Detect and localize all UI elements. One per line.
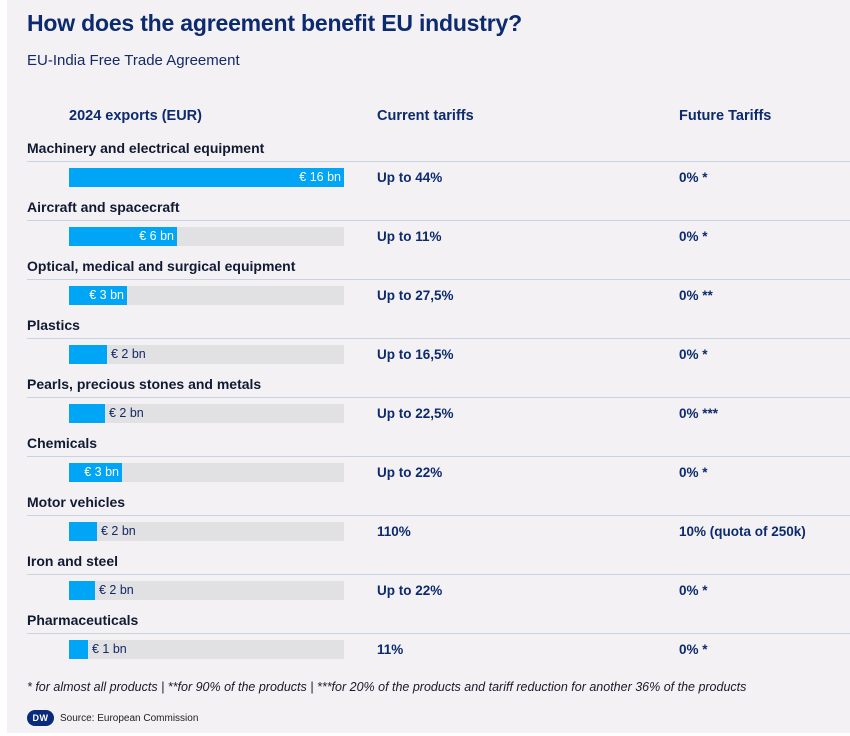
category-label: Aircraft and spacecraft xyxy=(27,199,180,215)
column-header-future-tariffs: Future Tariffs xyxy=(679,108,772,124)
current-tariff: Up to 27,5% xyxy=(377,288,454,303)
chart-panel: How does the agreement benefit EU indust… xyxy=(7,0,850,733)
row-divider xyxy=(27,161,850,162)
bar-track: € 6 bn xyxy=(69,227,344,246)
chart-title: How does the agreement benefit EU indust… xyxy=(27,10,522,36)
future-tariff: 0% ** xyxy=(679,288,713,303)
row-divider xyxy=(27,220,850,221)
export-bar xyxy=(69,581,95,600)
bar-track: € 16 bn xyxy=(69,168,344,187)
bar-value-label: € 3 bn xyxy=(89,288,124,302)
future-tariff: 0% * xyxy=(679,347,708,362)
category-label: Pharmaceuticals xyxy=(27,612,139,628)
export-bar xyxy=(69,345,107,364)
category-label: Pearls, precious stones and metals xyxy=(27,376,262,392)
current-tariff: Up to 44% xyxy=(377,170,443,185)
category-label: Chemicals xyxy=(27,435,98,451)
export-bar xyxy=(69,640,88,659)
column-header-current-tariffs: Current tariffs xyxy=(377,108,474,124)
row-divider xyxy=(27,633,850,634)
future-tariff: 0% * xyxy=(679,642,708,657)
table-row: Chemicals € 3 bn Up to 22% 0% * xyxy=(7,435,850,494)
table-row: Plastics € 2 bn Up to 16,5% 0% * xyxy=(7,317,850,376)
bar-value-label: € 3 bn xyxy=(84,465,119,479)
bar-track: € 3 bn xyxy=(69,286,344,305)
bar-value-label: € 2 bn xyxy=(111,347,146,361)
table-row: Pearls, precious stones and metals € 2 bn… xyxy=(7,376,850,435)
future-tariff: 0% * xyxy=(679,583,708,598)
bar-value-label: € 16 bn xyxy=(299,170,341,184)
row-divider xyxy=(27,574,850,575)
category-label: Machinery and electrical equipment xyxy=(27,140,265,156)
bar-value-label: € 1 bn xyxy=(92,642,127,656)
chart-subtitle: EU-India Free Trade Agreement xyxy=(27,52,240,69)
export-bar xyxy=(69,286,127,305)
row-divider xyxy=(27,397,850,398)
category-label: Optical, medical and surgical equipment xyxy=(27,258,296,274)
export-bar xyxy=(69,404,105,423)
bar-track: € 1 bn xyxy=(69,640,344,659)
bar-track: € 2 bn xyxy=(69,345,344,364)
export-bar xyxy=(69,522,97,541)
current-tariff: Up to 16,5% xyxy=(377,347,454,362)
dw-logo-icon: DW xyxy=(27,710,54,726)
table-row: Aircraft and spacecraft € 6 bn Up to 11% 0%… xyxy=(7,199,850,258)
bar-value-label: € 2 bn xyxy=(99,583,134,597)
column-header-exports: 2024 exports (EUR) xyxy=(69,108,202,124)
table-row: Iron and steel € 2 bn Up to 22% 0% * xyxy=(7,553,850,612)
future-tariff: 0% * xyxy=(679,465,708,480)
category-label: Iron and steel xyxy=(27,553,119,569)
table-row: Optical, medical and surgical equipment €… xyxy=(7,258,850,317)
table-row: Pharmaceuticals € 1 bn 11% 0% * xyxy=(7,612,850,671)
current-tariff: Up to 22% xyxy=(377,583,443,598)
table-row: Machinery and electrical equipment € 16 b… xyxy=(7,140,850,199)
bar-value-label: € 2 bn xyxy=(101,524,136,538)
table-row: Motor vehicles € 2 bn 110% 10% (quota of 25… xyxy=(7,494,850,553)
row-divider xyxy=(27,338,850,339)
bar-track: € 2 bn xyxy=(69,522,344,541)
bar-track: € 2 bn xyxy=(69,404,344,423)
category-label: Plastics xyxy=(27,317,80,333)
future-tariff: 0% *** xyxy=(679,406,719,421)
footnote: * for almost all products | **for 90% of… xyxy=(27,680,747,694)
future-tariff: 10% (quota of 250k) xyxy=(679,524,806,539)
current-tariff: 110% xyxy=(377,524,411,539)
export-bar xyxy=(69,168,344,187)
row-divider xyxy=(27,279,850,280)
export-bar xyxy=(69,227,177,246)
current-tariff: Up to 11% xyxy=(377,229,442,244)
current-tariff: Up to 22% xyxy=(377,465,443,480)
export-bar xyxy=(69,463,122,482)
source-line: DW Source: European Commission xyxy=(27,709,198,727)
row-divider xyxy=(27,515,850,516)
bar-value-label: € 6 bn xyxy=(139,229,174,243)
category-label: Motor vehicles xyxy=(27,494,126,510)
bar-track: € 2 bn xyxy=(69,581,344,600)
current-tariff: 11% xyxy=(377,642,404,657)
future-tariff: 0% * xyxy=(679,170,708,185)
current-tariff: Up to 22,5% xyxy=(377,406,454,421)
source-text: Source: European Commission xyxy=(60,712,199,724)
row-divider xyxy=(27,456,850,457)
bar-track: € 3 bn xyxy=(69,463,344,482)
bar-value-label: € 2 bn xyxy=(109,406,144,420)
future-tariff: 0% * xyxy=(679,229,708,244)
